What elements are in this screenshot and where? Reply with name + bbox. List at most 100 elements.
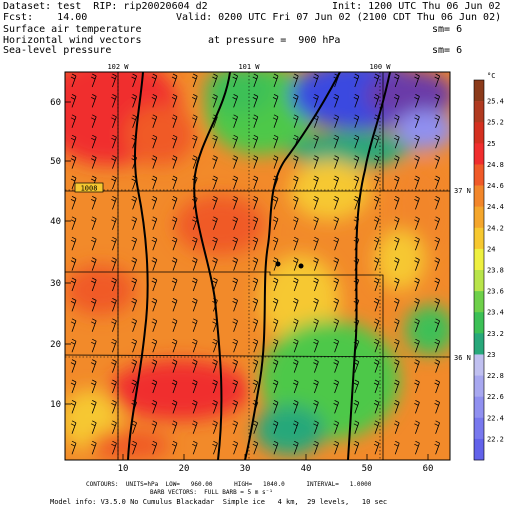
colorbar-label: 24.4 [487, 203, 504, 211]
wind-barb [333, 196, 339, 210]
wind-barb [151, 175, 158, 190]
wind-barb [272, 134, 279, 149]
wind-barb [252, 175, 259, 190]
wind-barb [151, 379, 158, 394]
x-tick-labels: 10 20 30 40 50 60 [118, 464, 434, 474]
x-tick-30: 30 [240, 464, 251, 474]
wind-barb [232, 420, 238, 434]
wind-barb [192, 298, 198, 312]
wind-barb [171, 196, 178, 210]
wind-barb [252, 196, 259, 210]
wind-barb [293, 73, 299, 88]
colorbar-label: 22.8 [487, 372, 504, 380]
wind-barb [313, 400, 319, 414]
wind-barb [293, 134, 299, 149]
wind-barb [111, 236, 117, 251]
wind-barb [232, 73, 238, 88]
wind-barb [293, 359, 299, 373]
wind-barb [394, 155, 400, 169]
wind-barb [232, 298, 238, 312]
wind-barb [313, 359, 319, 373]
wind-barb [353, 114, 360, 128]
wind-barb [434, 440, 440, 455]
wind-barb [131, 277, 137, 292]
wind-barb [171, 298, 178, 312]
wind-barb [313, 338, 319, 353]
wind-barb [414, 134, 420, 149]
wind-barb [192, 359, 198, 373]
wind-barb [212, 400, 218, 414]
wind-barb [434, 114, 440, 128]
wind-barb [192, 175, 198, 190]
wind-barb [394, 338, 400, 353]
wind-barb [232, 379, 238, 394]
wind-barb [111, 440, 117, 455]
wind-barbs [70, 73, 440, 455]
wind-barb [373, 318, 380, 332]
wind-barb [151, 155, 158, 169]
colorbar-labels: 25.4 25.2 25 24.8 24.6 24.4 24.2 24 23.8 23.6 23.4… [487, 98, 504, 444]
wind-barb [192, 236, 198, 251]
wind-barb [333, 359, 339, 373]
field-wind-pressure: at pressure = 900 hPa [208, 35, 341, 46]
wind-barb [313, 134, 319, 149]
wind-barb [333, 73, 339, 88]
wind-barb [232, 400, 238, 414]
wind-barb [293, 155, 299, 169]
wind-barb [192, 420, 198, 434]
wind-barb [272, 400, 279, 414]
wind-barb [171, 216, 178, 230]
field-slp-smoothing: sm= 6 [432, 45, 463, 56]
wind-barb [272, 155, 279, 169]
wind-barb [212, 196, 218, 210]
wind-barb [111, 379, 117, 394]
colorbar-label: 23.6 [487, 288, 504, 296]
wind-barb [252, 94, 259, 108]
slp-contour-4 [347, 72, 391, 460]
colorbar-label: 25 [487, 140, 495, 148]
wind-barb [434, 318, 440, 332]
wind-barb [252, 277, 259, 292]
wind-barb [353, 359, 360, 373]
wind-barb [353, 196, 360, 210]
wind-barb [131, 298, 137, 312]
wind-barb [232, 94, 238, 108]
wind-barb [212, 216, 218, 230]
wind-barb [91, 318, 97, 332]
wind-barb [373, 175, 380, 190]
wind-barb [91, 196, 97, 210]
wind-barb [434, 236, 440, 251]
slp-contour-2 [193, 72, 231, 460]
colorbar-label: 22.4 [487, 414, 504, 422]
colorbar-swatch [474, 375, 484, 397]
station-marker-2 [298, 263, 304, 269]
wind-barb [232, 155, 238, 169]
wind-barb [373, 359, 380, 373]
wind-barb [313, 420, 319, 434]
wind-barb [91, 155, 97, 169]
wind-barb [151, 257, 158, 271]
field-wind-vectors: Horizontal wind vectors [3, 35, 142, 46]
wind-barb [434, 196, 440, 210]
colorbar-swatch [474, 248, 484, 271]
wind-barb [414, 359, 420, 373]
wind-barb [434, 359, 440, 373]
wind-barb [232, 175, 238, 190]
wind-barb [272, 318, 279, 332]
wind-barb [151, 338, 158, 353]
wind-barb [293, 196, 299, 210]
field-surface-temp-smoothing: sm= 6 [432, 24, 463, 35]
wind-barb [333, 318, 339, 332]
wind-barb [414, 379, 420, 394]
wind-barb [394, 440, 400, 455]
wind-barb [373, 277, 380, 292]
colorbar-swatch [474, 270, 484, 292]
wind-barb [111, 114, 117, 128]
wind-barb [151, 236, 158, 251]
colorbar-swatch [474, 101, 484, 123]
lon-label-101w: 101 W [238, 63, 260, 71]
wind-barb [272, 338, 279, 353]
state-boundary-south [65, 271, 384, 460]
wind-barb [91, 359, 97, 373]
wind-barb [373, 236, 380, 251]
